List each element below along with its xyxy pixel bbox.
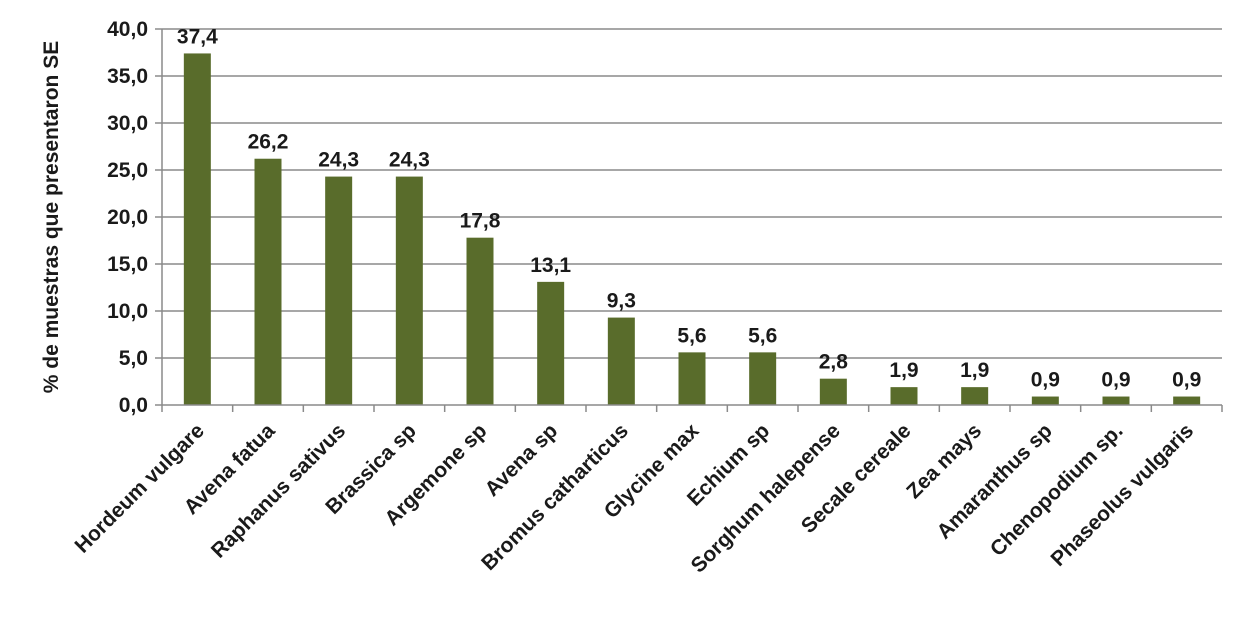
y-tick-label: 40,0 [107,18,148,41]
data-label: 17,8 [460,210,501,233]
data-labels: 37,4 26,2 24,3 24,3 17,8 13,1 9,3 5,6 5,6 2,8 1,9 1… [177,25,1201,391]
data-label: 0,9 [1172,369,1201,392]
axes [161,29,1223,412]
data-label: 0,9 [1031,369,1060,392]
y-tick-label: 35,0 [107,65,148,88]
y-tick-label: 25,0 [107,159,148,182]
category-label: Raphanus sativus [207,419,350,562]
bar [466,237,494,405]
bar [678,352,706,405]
category-label: Chenopodium sp. [986,419,1128,561]
y-tick-label: 20,0 [107,206,148,229]
bar [607,317,635,405]
y-axis-title: % de muestras que presentaron SE [40,41,63,393]
y-tick-label: 5,0 [119,347,148,370]
data-label: 24,3 [389,149,430,172]
data-label: 2,8 [819,351,849,374]
bar [890,387,918,405]
gridlines [155,28,1222,406]
bar [961,387,989,405]
data-label: 37,4 [177,25,218,48]
bar [254,158,282,405]
data-label: 0,9 [1101,369,1130,392]
bar [395,176,423,405]
y-axis-tick-labels: 0,0 5,0 10,0 15,0 20,0 25,0 30,0 35,0 40,0 [107,18,148,417]
bar [819,378,847,405]
bar [749,352,777,405]
data-label: 26,2 [248,131,289,154]
bar [537,281,565,405]
data-label: 24,3 [318,149,359,172]
data-label: 5,6 [677,324,706,347]
data-label: 5,6 [748,324,777,347]
bars [183,53,1201,405]
category-label: Hordeum vulgare [70,419,208,557]
bar [1102,396,1130,405]
bar [1031,396,1059,405]
bar [325,176,353,405]
y-tick-label: 0,0 [119,394,148,417]
y-tick-label: 30,0 [107,112,148,135]
bar [1173,396,1201,405]
data-label: 9,3 [607,290,636,313]
y-tick-label: 15,0 [107,253,148,276]
data-label: 1,9 [960,359,989,382]
category-label: Phaseolus vulgaris [1047,419,1199,571]
data-label: 1,9 [889,359,918,382]
bar [183,53,211,405]
y-tick-label: 10,0 [107,300,148,323]
data-label: 13,1 [530,254,571,277]
